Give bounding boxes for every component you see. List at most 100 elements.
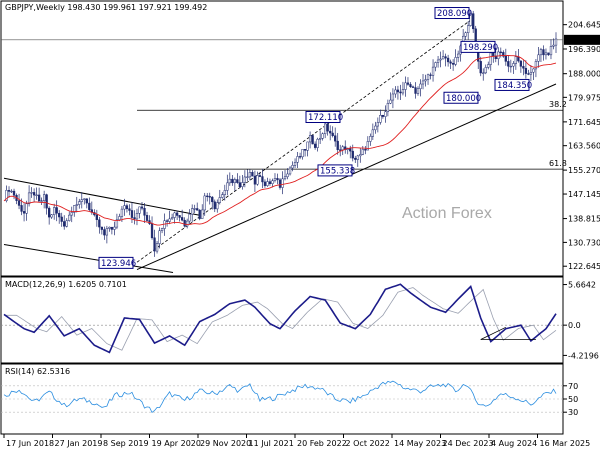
candle-body (424, 79, 427, 82)
candle-body (58, 213, 61, 218)
candle-body (539, 49, 543, 56)
candle-body (70, 212, 73, 216)
candle-body (303, 149, 307, 151)
candle-body (404, 82, 407, 90)
candle-body (243, 176, 247, 183)
candle-body (206, 195, 209, 197)
candle-body (113, 226, 116, 230)
candle-body (359, 154, 362, 157)
candle-body (331, 132, 334, 136)
price-layer: 204.645 196.390 188.000 179.975 171.645 163.5… (1, 7, 600, 274)
macd-y-tick-label: 5.6642 (568, 281, 596, 290)
candle-body (293, 162, 297, 166)
candle-body (241, 182, 244, 188)
candle-body (492, 52, 495, 57)
candle-body (316, 138, 319, 148)
candle-body (160, 228, 164, 231)
candle-body (50, 214, 53, 218)
candle-body (53, 207, 56, 216)
channel-upper-line (3, 177, 200, 216)
level-label: 155.338 (320, 166, 355, 176)
candle-body (88, 202, 91, 210)
candle-body (130, 210, 134, 218)
level-label: 184.350 (497, 81, 532, 91)
x-tick-label: 17 Jun 2018 (6, 439, 54, 448)
rsi-layer: 70 50 30 (1, 380, 578, 417)
candle-body (364, 149, 367, 151)
candle-body (27, 192, 31, 205)
candle-body (201, 209, 204, 219)
level-label: 123.946 (101, 259, 136, 269)
candle-body (336, 140, 339, 150)
candle-body (484, 67, 487, 74)
candle-body (110, 226, 114, 230)
candle-body (153, 237, 156, 252)
candle-body (155, 243, 159, 252)
level-label-box (317, 164, 353, 177)
level-label: 198.290 (463, 43, 498, 53)
candle-body (186, 220, 189, 227)
candle-body (283, 176, 287, 180)
candle-body (32, 192, 36, 196)
candle-body (502, 52, 505, 57)
candle-body (226, 182, 229, 191)
candle-body (203, 195, 206, 211)
candle-body (306, 141, 309, 151)
candle-body (482, 72, 485, 74)
candle-body (138, 206, 141, 214)
level-label-box (460, 40, 496, 53)
level-label-box (305, 111, 341, 124)
candle-body (379, 115, 382, 123)
x-axis: 17 Jun 2018 27 Jan 2019 8 Sep 2019 19 Apr 2… (3, 434, 590, 448)
candle-body (489, 52, 492, 65)
candle-body (529, 71, 533, 75)
candle-body (439, 58, 442, 61)
candle-body (55, 207, 58, 214)
candle-body (469, 13, 472, 26)
candle-body (514, 56, 518, 64)
candle-body (105, 228, 109, 236)
price-y-tick-label: 155.270 (568, 166, 600, 175)
x-tick-label: 24 Dec 2023 (443, 439, 494, 448)
x-tick-label: 27 Jan 2019 (55, 439, 103, 448)
candle-body (266, 181, 269, 186)
candle-body (45, 194, 48, 209)
candle-body (221, 194, 224, 198)
candle-body (125, 205, 129, 209)
level-label-box (434, 7, 470, 20)
candle-body (273, 178, 277, 181)
candle-body (366, 141, 369, 151)
candle-body (35, 194, 38, 196)
candle-body (431, 66, 435, 76)
candle-body (401, 89, 405, 94)
level-label-box (98, 256, 134, 269)
candle-body (499, 51, 502, 53)
candle-body (527, 73, 530, 75)
candle-body (48, 207, 51, 218)
candle-body (216, 202, 219, 210)
candle-body (150, 223, 154, 239)
macd-y-tick-label: -4.2196 (568, 351, 599, 360)
candle-body (341, 146, 344, 151)
candle-body (444, 56, 447, 59)
level-label: 180.000 (446, 94, 481, 104)
macd-panel (0, 276, 564, 364)
candle-body (381, 115, 385, 117)
candle-body (374, 125, 377, 131)
candle-body (191, 208, 194, 215)
last-price-box (564, 34, 600, 45)
candle-body (271, 180, 274, 184)
candle-body (421, 80, 425, 85)
candle-body (80, 199, 83, 202)
candle-body (356, 155, 359, 160)
candle-body (376, 122, 380, 127)
price-y-tick-label: 138.815 (568, 215, 600, 224)
candle-body (10, 190, 13, 193)
candle-body (263, 181, 267, 186)
candle-body (472, 13, 475, 30)
x-tick-label: 29 Nov 2020 (200, 439, 251, 448)
candle-body (180, 217, 184, 221)
candle-body (140, 206, 144, 209)
candle-body (414, 87, 417, 94)
candle-body (308, 135, 312, 143)
